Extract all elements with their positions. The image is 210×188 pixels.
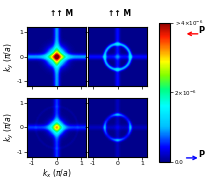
Text: ↑↑ M: ↑↑ M: [108, 9, 131, 18]
Text: P: P: [198, 150, 205, 159]
Text: ↑↑ M: ↑↑ M: [50, 9, 74, 18]
Text: P: P: [198, 26, 205, 35]
Y-axis label: $k_y$ ($\pi/a$): $k_y$ ($\pi/a$): [3, 113, 16, 142]
X-axis label: $k_x$ ($\pi/a$): $k_x$ ($\pi/a$): [42, 168, 71, 180]
Y-axis label: $k_y$ ($\pi/a$): $k_y$ ($\pi/a$): [3, 42, 16, 71]
